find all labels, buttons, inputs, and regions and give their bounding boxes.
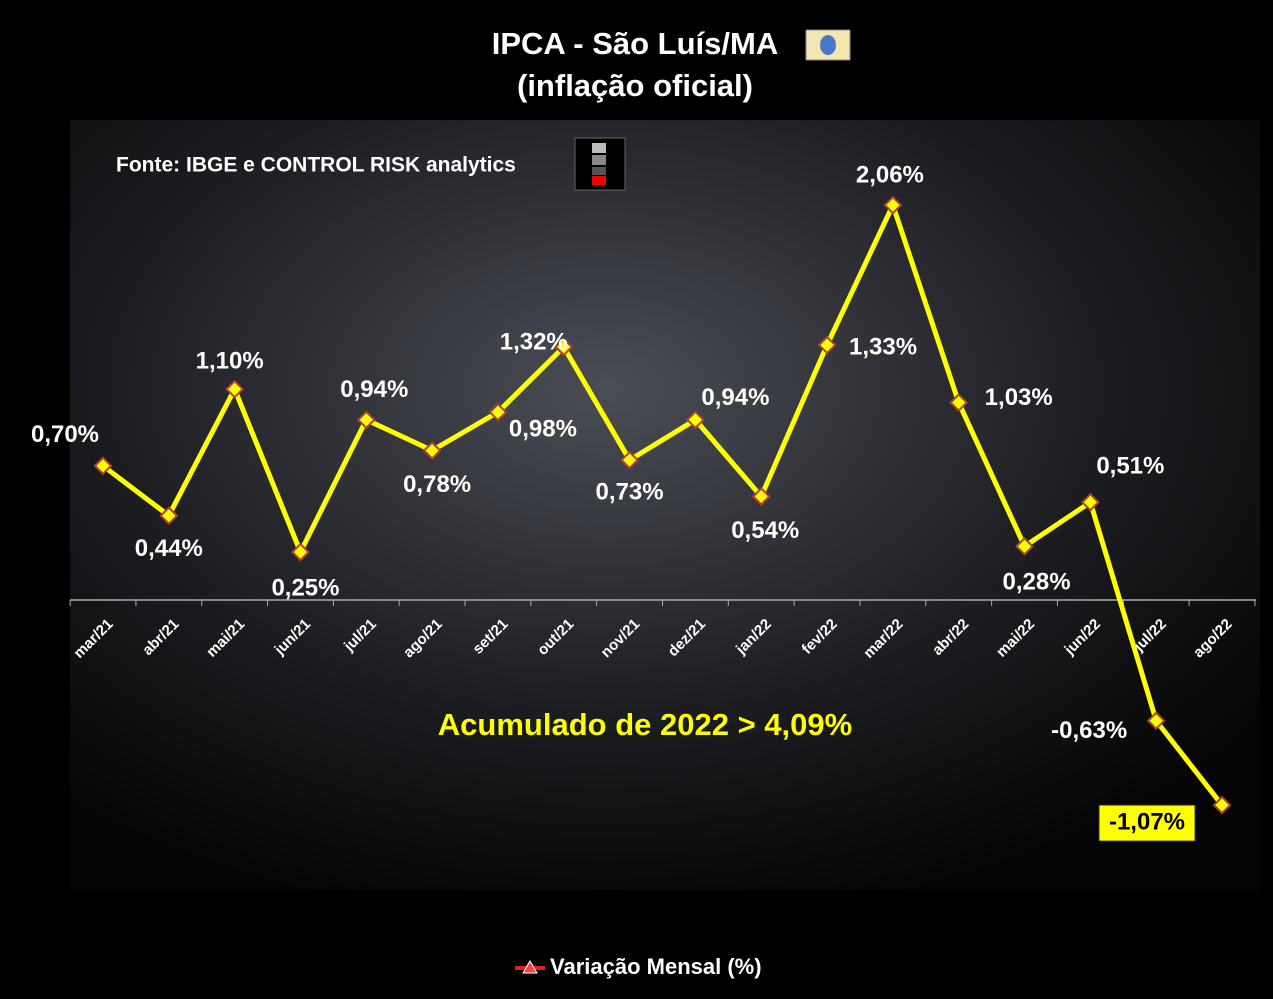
point-marker xyxy=(422,441,442,460)
value-label: 0,98% xyxy=(509,415,577,442)
point-marker xyxy=(356,410,376,430)
point-marker xyxy=(225,379,245,399)
value-label: 0,51% xyxy=(1096,453,1164,480)
value-label: 0,28% xyxy=(1002,569,1070,596)
point-marker xyxy=(685,410,705,430)
value-label: 0,78% xyxy=(403,471,471,498)
point-marker xyxy=(93,456,113,476)
legend-marker xyxy=(522,960,538,974)
value-label: 2,06% xyxy=(856,161,924,188)
point-marker xyxy=(883,195,903,215)
value-label: -0,63% xyxy=(1051,717,1127,744)
value-label: 1,03% xyxy=(985,384,1053,411)
value-label: 0,94% xyxy=(340,376,408,403)
legend: Variação Mensal (%) xyxy=(515,954,762,979)
point-marker xyxy=(620,450,640,470)
value-label: 0,73% xyxy=(596,478,664,505)
point-marker xyxy=(554,337,574,357)
value-label: 0,94% xyxy=(701,384,769,411)
value-label: 1,33% xyxy=(849,333,917,360)
point-marker xyxy=(488,402,508,422)
value-label: 0,54% xyxy=(731,517,799,544)
value-label: -1,07% xyxy=(1109,808,1185,835)
source: Fonte: IBGE e CONTROL RISK analytics xyxy=(116,154,516,177)
value-label: 1,32% xyxy=(500,328,568,355)
value-label: 0,70% xyxy=(31,421,99,448)
value-label: 0,44% xyxy=(135,535,203,562)
point-marker xyxy=(1146,711,1166,731)
point-marker xyxy=(817,335,837,355)
point-marker xyxy=(1212,795,1232,815)
point-marker xyxy=(1080,492,1100,512)
point-marker xyxy=(291,542,310,562)
value-label: 1,10% xyxy=(196,347,264,374)
line xyxy=(101,202,1224,807)
annotation: Acumulado de 2022 > 4,09% xyxy=(438,707,852,742)
point-marker xyxy=(1015,536,1034,556)
point-marker xyxy=(949,393,969,412)
value-label: 0,25% xyxy=(271,574,339,601)
logo-icon xyxy=(574,137,626,191)
background-photo xyxy=(70,120,1260,890)
point-marker xyxy=(751,487,771,506)
value-label-box xyxy=(1098,804,1196,842)
point-marker xyxy=(159,506,179,526)
flag-icon xyxy=(805,29,851,61)
chart-title: IPCA - São Luís/MA xyxy=(492,26,778,61)
legend-label: Variação Mensal (%) xyxy=(550,954,762,979)
chart-subtitle: (inflação oficial) xyxy=(517,68,753,103)
